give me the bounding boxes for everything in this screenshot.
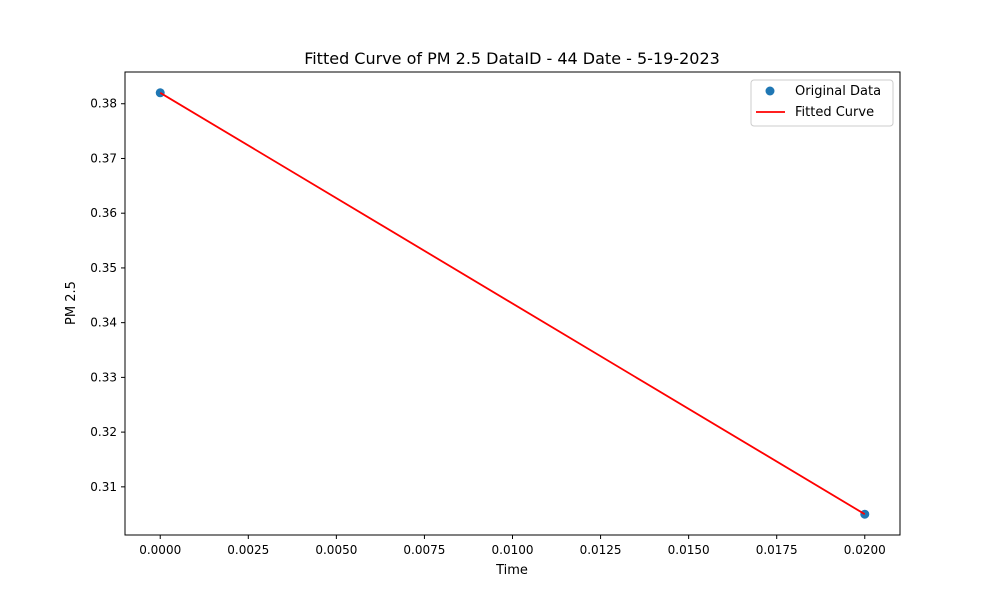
x-axis-title: Time (495, 563, 528, 578)
x-tick-label: 0.0100 (492, 543, 534, 557)
x-tick-label: 0.0025 (227, 543, 269, 557)
legend-box (750, 79, 894, 127)
y-axis-title: PM 2.5 (64, 281, 79, 325)
x-tick-label: 0.0000 (139, 543, 181, 557)
y-tick-label: 0.37 (90, 151, 117, 165)
x-tick-label: 0.0125 (580, 543, 622, 557)
y-tick-label: 0.31 (90, 480, 117, 494)
x-axis: 0.0000 0.0025 0.0050 0.0075 0.0100 0.0125 0.01… (139, 535, 886, 557)
x-tick-label: 0.0075 (403, 543, 445, 557)
x-tick-label: 0.0200 (844, 543, 886, 557)
x-tick-label: 0.0050 (315, 543, 357, 557)
y-tick-label: 0.32 (90, 425, 117, 439)
y-tick-label: 0.35 (90, 261, 117, 275)
x-tick-label: 0.0175 (756, 543, 798, 557)
legend-label-original-data: Original Data (795, 84, 881, 99)
y-tick-label: 0.38 (90, 97, 117, 111)
fitted-curve-line (159, 92, 866, 515)
x-tick-label: 0.0150 (668, 543, 710, 557)
y-axis: 0.31 0.32 0.33 0.34 0.35 0.36 0.37 0.38 (90, 97, 125, 494)
chart-title: Fitted Curve of PM 2.5 DataID - 44 Date … (304, 49, 720, 68)
y-tick-label: 0.36 (90, 206, 117, 220)
y-tick-label: 0.33 (90, 370, 117, 384)
legend-label-fitted-curve: Fitted Curve (795, 105, 874, 120)
legend-marker-original-data (765, 86, 775, 96)
legend: Original Data Fitted Curve (750, 79, 894, 127)
plot-area (155, 88, 870, 519)
y-tick-label: 0.34 (90, 316, 117, 330)
